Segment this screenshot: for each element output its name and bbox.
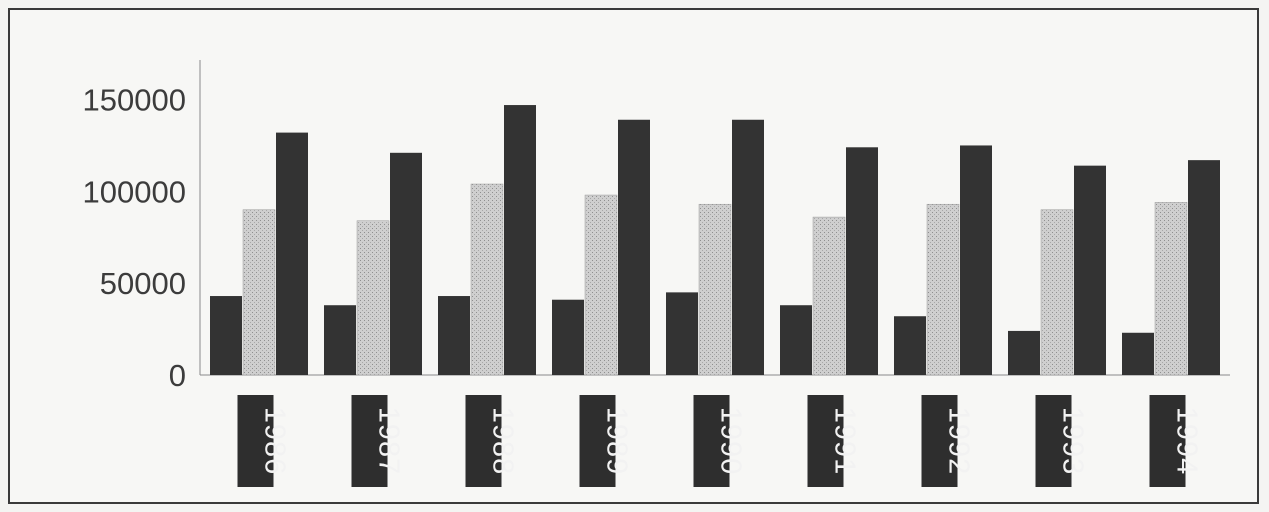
bar (1188, 160, 1220, 375)
bar (732, 119, 764, 375)
y-tick-label: 50000 (100, 266, 186, 301)
bar (356, 220, 390, 376)
y-tick-label: 150000 (83, 83, 186, 118)
x-tick-label-box (465, 395, 502, 487)
bar (438, 296, 470, 375)
bar (470, 183, 504, 376)
bar (276, 132, 308, 375)
bars-group (210, 105, 1220, 376)
bar (926, 203, 960, 376)
bar (894, 316, 926, 375)
bar (210, 296, 242, 375)
x-tick-label-box (693, 395, 730, 487)
y-tick-label: 100000 (83, 174, 186, 209)
bar (698, 203, 732, 376)
bar (1074, 165, 1106, 375)
bar (1122, 332, 1154, 375)
bar (812, 216, 846, 376)
x-tick-label-box (1149, 395, 1186, 487)
bar (242, 209, 276, 376)
bar (846, 147, 878, 375)
bar (780, 305, 812, 375)
bar (1154, 202, 1188, 376)
bar (324, 305, 356, 375)
bar (504, 105, 536, 376)
bar (1008, 330, 1040, 375)
bar (618, 119, 650, 375)
x-tick-label: 1988 (487, 407, 519, 476)
y-tick-label: 0 (169, 358, 186, 393)
x-tick-label-box (237, 395, 274, 487)
bar (666, 292, 698, 375)
x-tick-label-box (1035, 395, 1072, 487)
x-tick-label-box (807, 395, 844, 487)
bar (584, 194, 618, 376)
x-tick-label: 1992 (943, 407, 975, 476)
x-tick-label: 1986 (259, 407, 291, 476)
x-tick-label-box (579, 395, 616, 487)
bar (1040, 209, 1074, 376)
bar (552, 299, 584, 375)
x-tick-label: 1987 (373, 407, 405, 476)
x-tick-label-box (921, 395, 958, 487)
bar (390, 152, 422, 375)
x-tick-label: 1990 (715, 407, 747, 476)
x-tick-label: 1994 (1171, 407, 1203, 476)
x-tick-label-box (351, 395, 388, 487)
x-tick-label: 1989 (601, 407, 633, 476)
x-tick-label: 1991 (829, 407, 861, 476)
x-tick-label: 1993 (1057, 407, 1089, 476)
x-axis: 1986 1987 1988 1989 1990 1991 1992 1993 1994 (237, 395, 1203, 487)
bar (960, 145, 992, 375)
